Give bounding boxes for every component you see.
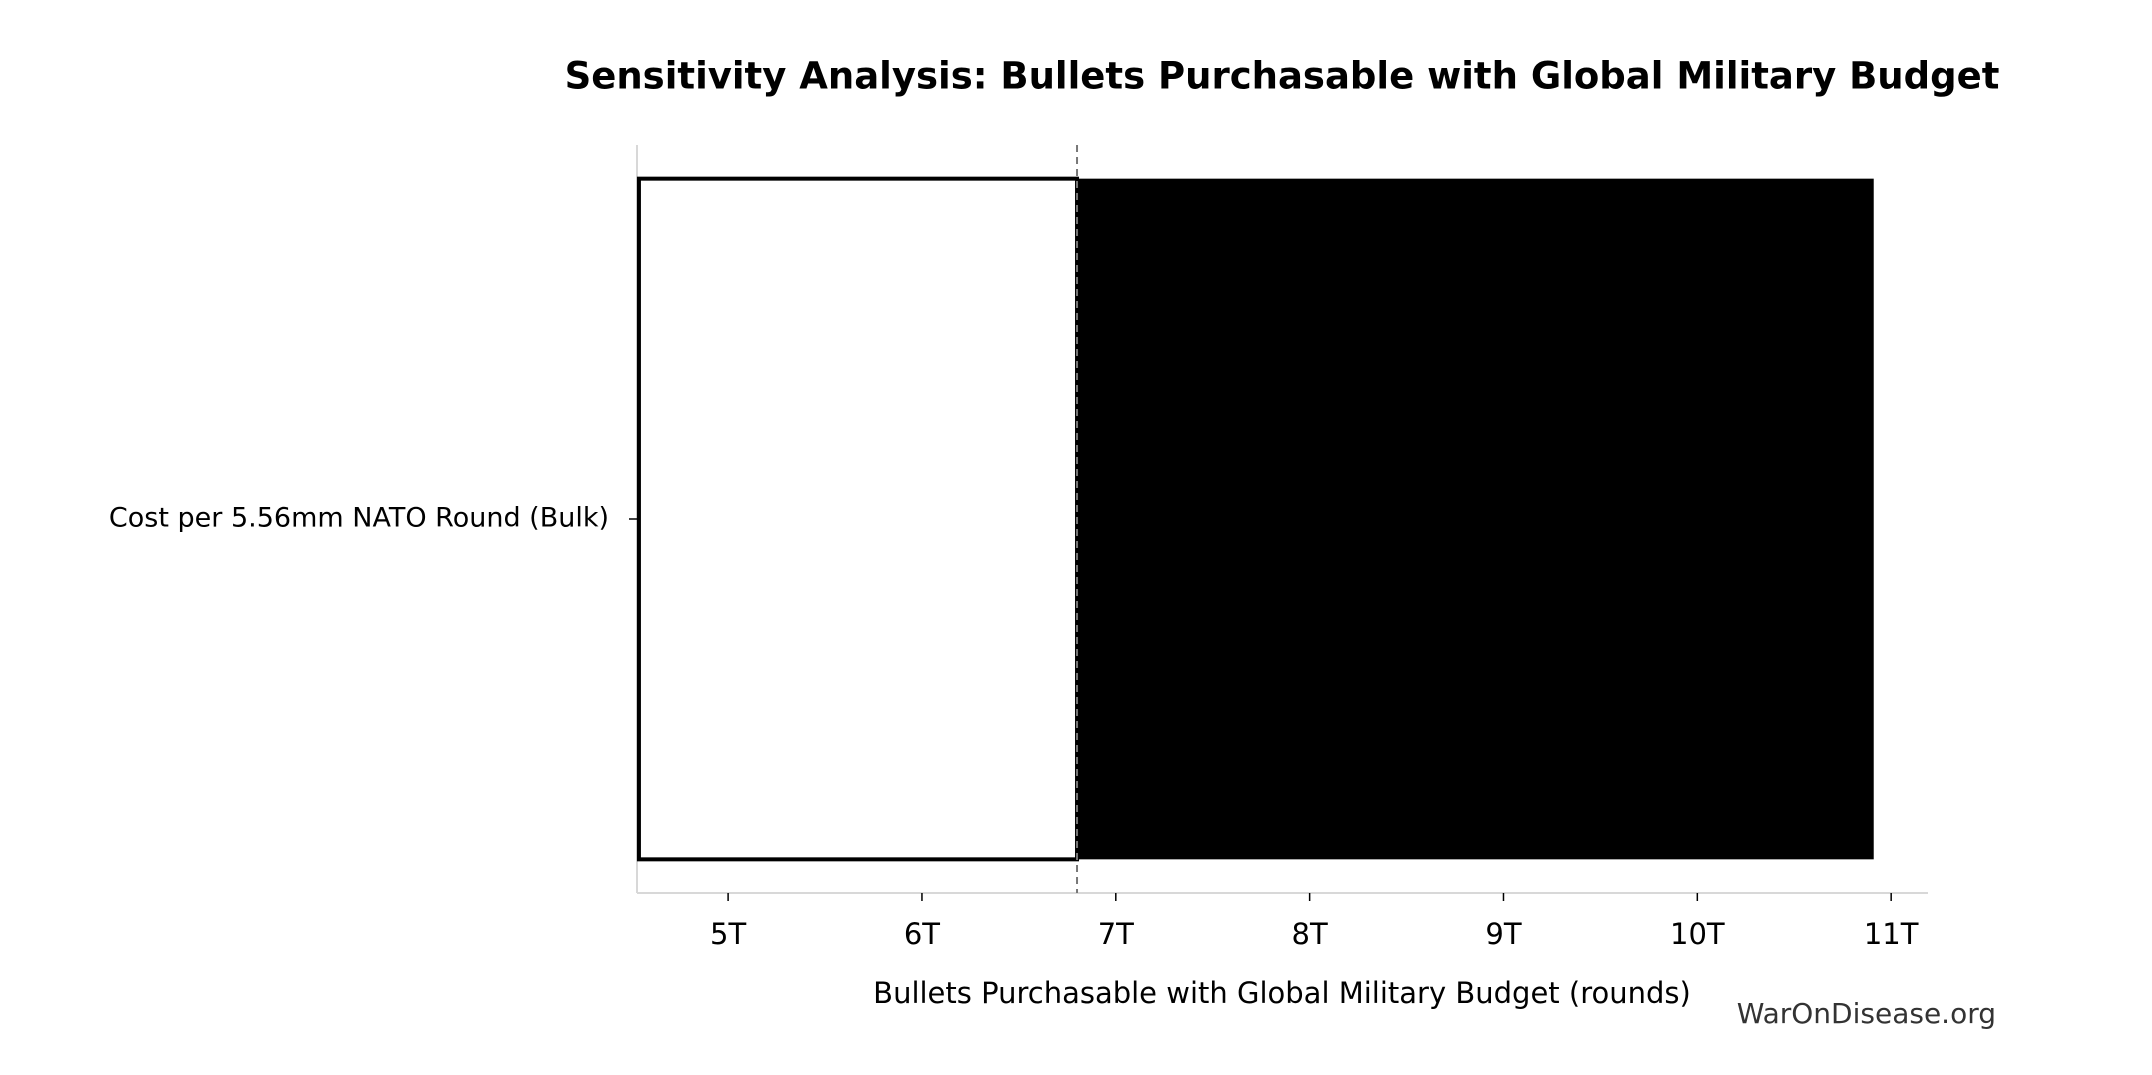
y-tick-label: Cost per 5.56mm NATO Round (Bulk) (109, 503, 609, 534)
x-axis-label: Bullets Purchasable with Global Military… (873, 976, 1691, 1010)
x-tick-label: 10T (1670, 917, 1725, 951)
x-tick-label: 7T (1098, 917, 1134, 951)
watermark: WarOnDisease.org (1737, 997, 1996, 1030)
x-tick-label: 11T (1864, 917, 1919, 951)
low-bar (636, 176, 1080, 862)
high-bar (1077, 178, 1874, 860)
x-tick-label: 9T (1485, 917, 1521, 951)
chart-title: Sensitivity Analysis: Bullets Purchasabl… (565, 55, 2000, 98)
x-tick-label: 6T (904, 917, 940, 951)
x-tick-label: 5T (710, 917, 746, 951)
x-tick-label: 8T (1292, 917, 1328, 951)
